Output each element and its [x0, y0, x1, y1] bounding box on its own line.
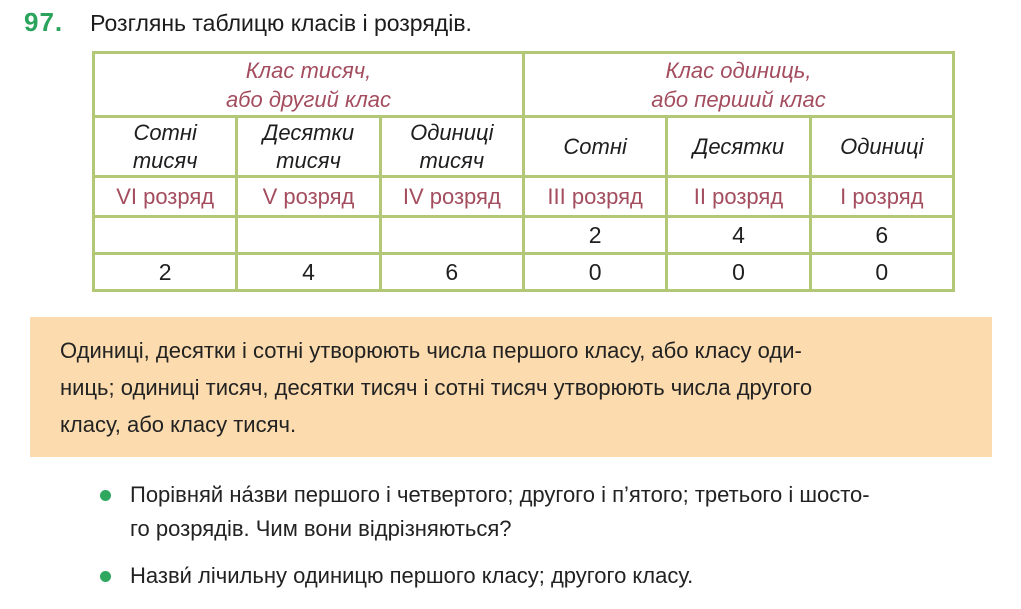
column-header-line: тисяч — [419, 147, 485, 173]
rank-cell-v: V розряд — [235, 175, 382, 218]
column-header-line: Одиниці — [840, 133, 924, 159]
value-cell — [235, 215, 382, 255]
exercise-title: Розглянь таблицю класів і розрядів. — [90, 10, 472, 36]
value-cell: 2 — [91, 252, 239, 292]
value-row-246: 2 4 6 — [91, 215, 956, 255]
value-cell: 0 — [521, 252, 669, 292]
rank-cell-i: I розряд — [808, 175, 956, 218]
column-header-line: тисяч — [276, 147, 341, 173]
question-text-line: Назви́ лічильну одиницю першого класу; д… — [130, 563, 694, 588]
rule-text-line: класу, або класу тисяч. — [60, 412, 297, 437]
class-header-row: Клас тисяч, або другий клас Клас одиниць… — [92, 51, 956, 118]
value-cell: 4 — [235, 252, 382, 292]
exercise-number: 97. — [24, 7, 64, 37]
rule-text-line: Одиниці, десятки і сотні утворюють числа… — [60, 338, 802, 363]
column-header-hundreds: Сотні — [521, 115, 669, 178]
rank-cell-vi: VI розряд — [91, 175, 239, 218]
column-header-units-thousands: Одиниці тисяч — [378, 115, 525, 178]
class-header-line: Клас тисяч, — [245, 57, 372, 83]
column-header-line: Сотні — [563, 133, 627, 159]
class-header-units: Клас одиниць, або перший клас — [521, 51, 956, 118]
value-cell: 0 — [665, 252, 812, 292]
class-header-line: або другий клас — [225, 86, 392, 112]
rank-cell-iv: IV розряд — [378, 175, 525, 218]
column-header-row: Сотні тисяч Десятки тисяч Одиниці тисяч … — [91, 115, 956, 178]
value-cell: 6 — [378, 252, 525, 292]
class-header-thousands: Клас тисяч, або другий клас — [92, 51, 525, 118]
column-header-line: Десятки — [692, 133, 785, 159]
column-header-hundreds-thousands: Сотні тисяч — [91, 115, 239, 178]
value-cell: 2 — [521, 215, 669, 255]
column-header-tens-thousands: Десятки тисяч — [235, 115, 382, 178]
exercise-header: 97. Розглянь таблицю класів і розрядів. — [24, 7, 1021, 38]
value-cell — [91, 215, 239, 255]
rank-cell-iii: III розряд — [521, 175, 669, 218]
question-text: Порівняй на́зви першого і четвертого; др… — [130, 478, 870, 546]
class-header-line: або перший клас — [651, 86, 826, 112]
column-header-line: тисяч — [132, 147, 198, 173]
rule-highlight-box: Одиниці, десятки і сотні утворюють числа… — [30, 317, 992, 457]
place-value-table: Клас тисяч, або другий клас Клас одиниць… — [91, 51, 956, 292]
value-cell: 6 — [808, 215, 956, 255]
value-cell: 4 — [665, 215, 812, 255]
value-row-246000: 2 4 6 0 0 0 — [91, 252, 956, 292]
value-cell: 0 — [808, 252, 956, 292]
column-header-units: Одиниці — [808, 115, 956, 178]
column-header-line: Десятки — [262, 119, 355, 145]
bullet-dot-icon — [100, 571, 111, 582]
question-text: Назви́ лічильну одиницю першого класу; д… — [130, 559, 693, 593]
rank-row: VI розряд V розряд IV розряд III розряд … — [91, 175, 956, 218]
bullet-dot-icon — [100, 490, 111, 501]
rank-cell-ii: II розряд — [665, 175, 812, 218]
question-item-compare-ranks: Порівняй на́зви першого і четвертого; др… — [100, 478, 1000, 546]
column-header-tens: Десятки — [665, 115, 812, 178]
question-list: Порівняй на́зви першого і четвертого; др… — [100, 478, 1000, 609]
question-text-line: го розрядів. Чим вони відрізняються? — [130, 516, 512, 541]
column-header-line: Одиниці — [410, 119, 494, 145]
question-text-line: Порівняй на́зви першого і четвертого; др… — [130, 482, 870, 507]
question-item-counting-unit: Назви́ лічильну одиницю першого класу; д… — [100, 559, 1000, 593]
class-header-line: Клас одиниць, — [665, 57, 812, 83]
value-cell — [378, 215, 525, 255]
column-header-line: Сотні — [133, 119, 197, 145]
rule-text-line: ниць; одиниці тисяч, десятки тисяч і сот… — [60, 375, 813, 400]
